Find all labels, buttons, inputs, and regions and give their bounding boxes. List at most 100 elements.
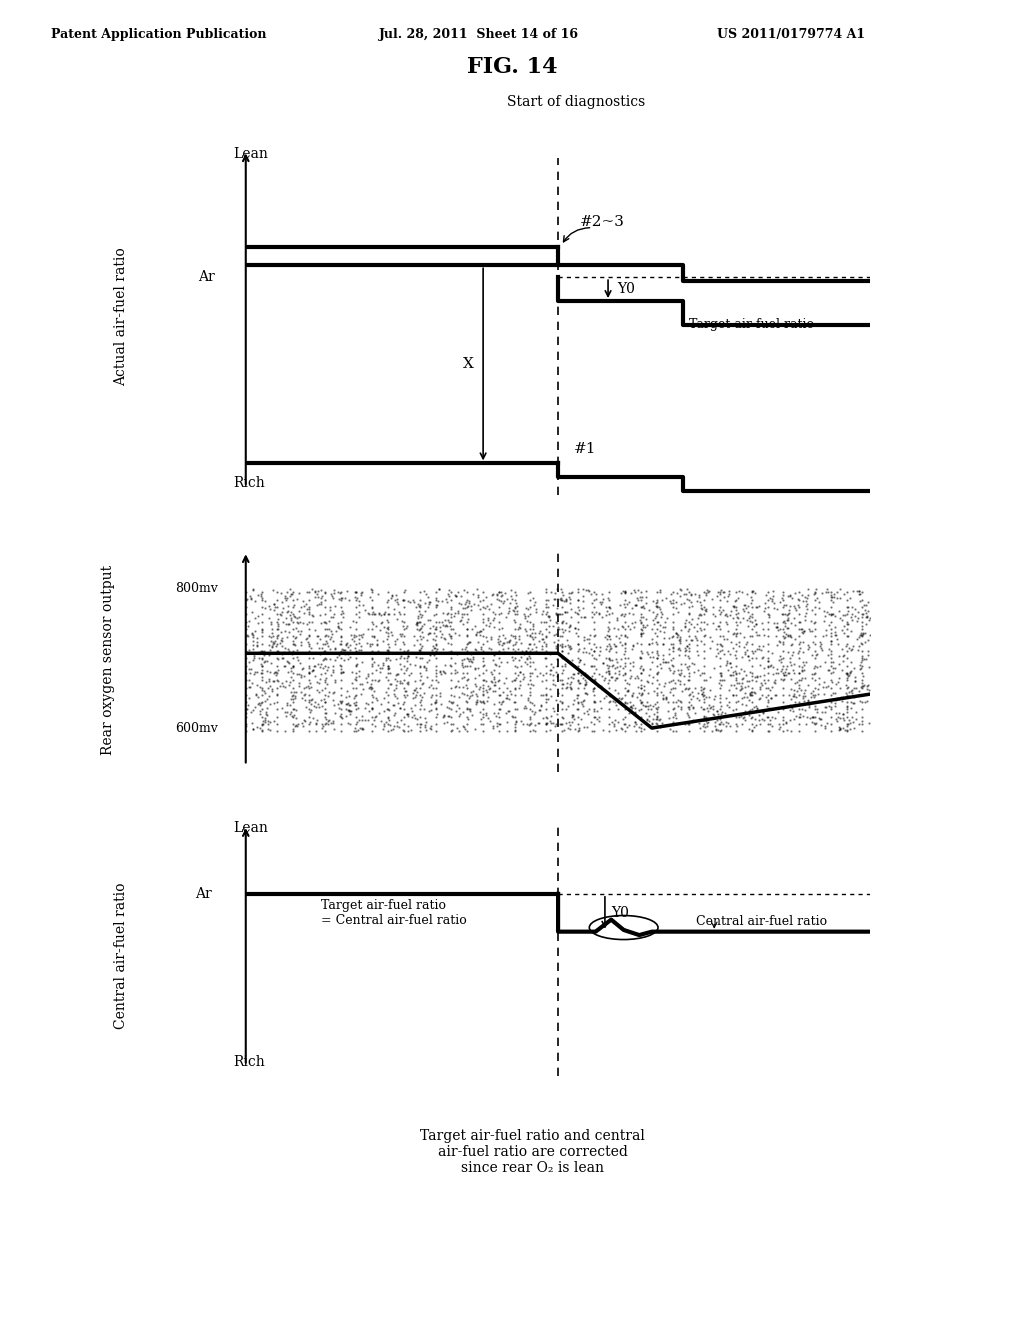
Point [626,715,642,737]
Point [644,713,660,734]
Point [438,603,455,624]
Point [460,609,476,630]
Point [404,590,421,611]
Point [568,698,585,719]
Point [461,649,477,671]
Point [247,590,263,611]
Point [681,665,697,686]
Point [301,601,317,622]
Point [409,611,425,632]
Point [648,647,665,668]
Point [570,718,587,739]
Point [721,697,737,718]
Point [813,634,829,655]
Point [654,634,671,655]
Point [340,700,356,721]
Point [311,605,328,626]
Point [446,602,463,623]
Point [526,634,543,655]
Point [548,714,564,735]
Point [626,579,642,601]
Point [395,590,412,611]
Point [392,638,409,659]
Point [339,632,355,653]
Point [243,659,259,680]
Point [815,677,831,698]
Point [312,656,329,677]
Point [780,663,797,684]
Point [449,586,465,607]
Point [557,602,573,623]
Point [731,632,748,653]
Point [431,611,447,632]
Point [841,665,857,686]
Point [841,685,857,706]
Point [685,697,701,718]
Point [634,684,650,705]
Point [682,688,698,709]
Point [792,612,808,634]
Point [408,671,424,692]
Point [260,718,276,739]
Point [655,676,672,697]
Point [794,667,810,688]
Point [645,667,662,688]
Point [239,624,255,645]
Point [780,602,797,623]
Point [623,697,639,718]
Point [778,605,795,626]
Point [678,639,694,660]
Point [357,693,374,714]
Point [694,684,711,705]
Point [351,632,368,653]
Point [472,676,488,697]
Point [548,623,564,644]
Point [551,619,567,640]
Point [524,652,541,673]
Point [279,694,295,715]
Point [676,583,692,605]
Point [524,693,541,714]
Point [648,702,665,723]
Point [467,657,483,678]
Point [279,627,295,648]
Point [467,638,483,659]
Point [786,595,803,616]
Point [494,634,510,655]
Point [369,688,385,709]
Point [428,643,444,664]
Point [322,597,338,618]
Point [500,701,516,722]
Point [428,659,444,680]
Point [570,590,587,611]
Point [386,603,402,624]
Point [378,667,394,688]
Point [454,607,470,628]
Point [635,623,651,644]
Point [470,594,486,615]
Point [785,678,802,700]
Point [519,624,536,645]
Point [399,673,416,694]
Point [570,634,587,655]
Point [686,661,702,682]
Point [439,632,456,653]
Point [263,678,280,700]
Point [753,672,769,693]
Point [680,620,696,642]
Point [540,601,556,622]
Point [246,645,262,667]
Point [737,701,754,722]
Point [296,684,312,705]
Point [524,719,541,741]
Point [274,676,291,697]
Point [457,717,473,738]
Point [389,628,406,649]
Point [251,642,267,663]
Point [321,610,337,631]
Point [776,612,793,634]
Point [494,694,510,715]
Point [486,669,503,690]
Point [649,591,666,612]
Point [725,638,741,659]
